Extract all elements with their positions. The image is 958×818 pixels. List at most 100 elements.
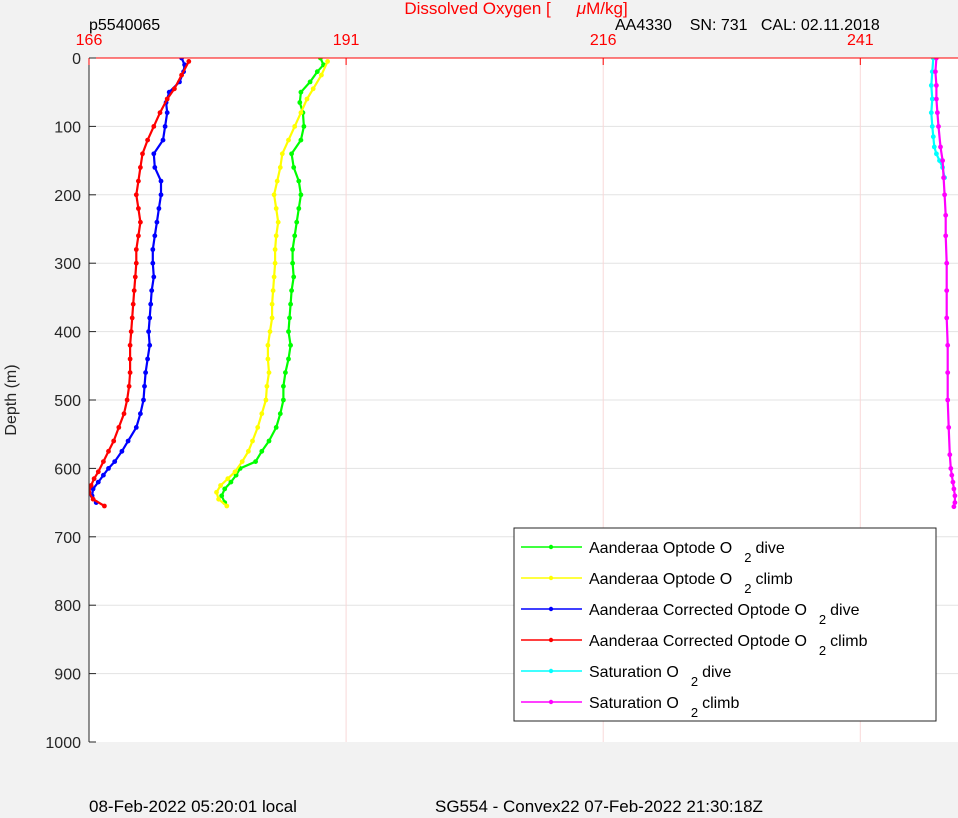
- data-point: [90, 496, 96, 502]
- legend-swatch-marker: [548, 606, 554, 612]
- data-point: [164, 110, 170, 116]
- legend-label: Aanderaa Corrected Optode O2dive: [589, 602, 860, 627]
- data-point: [156, 206, 162, 211]
- data-point: [259, 448, 265, 454]
- data-point: [294, 219, 300, 225]
- series-corrected_dive: [89, 58, 188, 505]
- data-point: [147, 342, 153, 348]
- data-point: [121, 411, 127, 417]
- data-point: [225, 476, 231, 482]
- data-point: [319, 72, 324, 78]
- data-point: [232, 469, 238, 475]
- data-point: [307, 79, 313, 85]
- legend-label: Aanderaa Optode O2climb: [589, 571, 793, 596]
- data-point: [277, 411, 283, 417]
- data-point: [264, 383, 270, 389]
- data-point: [255, 425, 261, 430]
- data-point: [301, 124, 307, 129]
- data-point: [270, 288, 276, 293]
- data-point: [928, 110, 934, 116]
- y-tick-label: 1000: [45, 735, 81, 752]
- legend-item: Aanderaa Corrected Optode O2climb: [521, 633, 868, 658]
- data-point: [102, 503, 107, 509]
- data-point: [266, 438, 272, 444]
- data-point: [133, 247, 139, 252]
- data-point: [157, 110, 163, 116]
- data-point: [269, 315, 275, 321]
- legend-item: Aanderaa Optode O2dive: [521, 540, 785, 565]
- legend: Aanderaa Optode O2dive Aanderaa Optode O2…: [513, 527, 937, 722]
- data-point: [942, 192, 947, 198]
- data-point: [179, 58, 184, 61]
- local-timestamp: 08-Feb-2022 05:20:01 local: [89, 797, 297, 816]
- data-point: [164, 96, 170, 102]
- data-point: [101, 459, 106, 464]
- data-point: [287, 315, 292, 321]
- profile-id: p5540065: [89, 17, 160, 34]
- data-point: [944, 288, 950, 293]
- data-point: [304, 96, 310, 102]
- data-point: [125, 438, 131, 444]
- data-point: [148, 301, 154, 307]
- series-optode_climb: [214, 59, 330, 509]
- data-point: [239, 459, 245, 464]
- data-point: [119, 448, 125, 454]
- data-point: [288, 301, 293, 307]
- legend-item: Saturation O2dive: [521, 664, 732, 689]
- data-point: [127, 356, 133, 362]
- data-point: [136, 206, 141, 211]
- chart-title: Dissolved Oxygen [μM/kg]: [404, 0, 627, 18]
- data-point: [275, 219, 281, 225]
- data-point: [145, 137, 151, 143]
- data-point: [935, 110, 940, 116]
- data-point: [224, 503, 230, 509]
- data-point: [943, 212, 949, 218]
- data-point: [296, 178, 302, 184]
- data-point: [292, 233, 298, 239]
- data-point: [152, 233, 158, 239]
- data-point: [146, 329, 152, 334]
- data-point: [944, 315, 950, 321]
- data-point: [266, 370, 272, 375]
- data-point: [297, 100, 303, 105]
- data-point: [143, 370, 149, 375]
- data-point: [314, 69, 320, 75]
- data-point: [289, 151, 294, 157]
- data-point: [936, 124, 941, 129]
- data-point: [950, 479, 956, 485]
- data-point: [947, 452, 953, 458]
- y-tick-label: 400: [54, 325, 81, 342]
- data-point: [271, 274, 277, 280]
- data-point: [250, 438, 255, 444]
- data-point: [941, 175, 946, 181]
- sensor-info: AA4330 SN: 731 CAL: 02.11.2018: [615, 17, 880, 34]
- data-point: [325, 59, 330, 64]
- mission-info: SG554 - Convex22 07-Feb-2022 21:30:18Z: [435, 797, 763, 816]
- data-point: [246, 448, 251, 454]
- data-point: [274, 178, 280, 184]
- data-point: [89, 489, 92, 495]
- y-tick-label: 300: [54, 256, 81, 273]
- data-point: [291, 274, 297, 280]
- legend-swatch-marker: [548, 544, 554, 550]
- data-point: [945, 370, 951, 375]
- x-tick-label: 216: [590, 32, 617, 49]
- data-point: [292, 124, 298, 129]
- x-tick-label: 166: [76, 32, 103, 49]
- data-point: [948, 466, 954, 471]
- data-point: [141, 397, 146, 403]
- data-point: [269, 301, 275, 307]
- data-point: [273, 206, 279, 211]
- data-point: [140, 151, 145, 157]
- series-saturation_climb: [933, 58, 958, 510]
- data-point: [162, 124, 168, 129]
- y-tick-label: 600: [54, 461, 81, 478]
- data-point: [929, 124, 935, 129]
- y-tick-labels: 0 100 200 300 400 500 600 700 800 900 1000: [45, 51, 96, 752]
- data-point: [934, 151, 939, 157]
- data-point: [127, 342, 133, 348]
- data-point: [111, 438, 117, 444]
- data-point: [172, 86, 177, 92]
- data-point: [263, 397, 269, 403]
- data-point: [218, 483, 224, 488]
